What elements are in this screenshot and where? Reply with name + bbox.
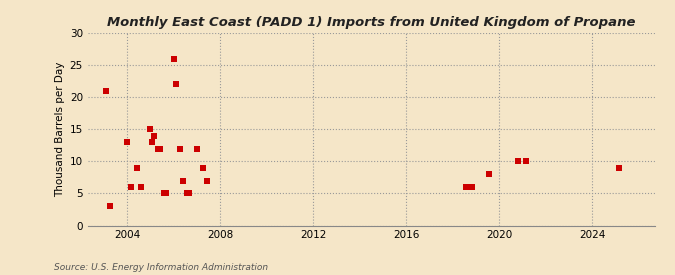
Y-axis label: Thousand Barrels per Day: Thousand Barrels per Day — [55, 62, 65, 197]
Point — [153, 146, 163, 151]
Point — [155, 146, 165, 151]
Point — [105, 204, 115, 208]
Point — [168, 56, 179, 61]
Point — [201, 178, 212, 183]
Point — [464, 185, 475, 189]
Title: Monthly East Coast (PADD 1) Imports from United Kingdom of Propane: Monthly East Coast (PADD 1) Imports from… — [107, 16, 635, 29]
Point — [122, 140, 133, 144]
Point — [126, 185, 136, 189]
Point — [466, 185, 477, 189]
Point — [170, 82, 181, 87]
Point — [192, 146, 202, 151]
Point — [460, 185, 471, 189]
Point — [178, 178, 189, 183]
Point — [161, 191, 171, 196]
Point — [484, 172, 495, 176]
Point — [101, 89, 111, 93]
Point — [132, 166, 142, 170]
Point — [159, 191, 169, 196]
Point — [197, 166, 208, 170]
Point — [182, 191, 192, 196]
Point — [174, 146, 185, 151]
Point — [145, 127, 156, 131]
Point — [184, 191, 194, 196]
Point — [149, 133, 160, 138]
Point — [614, 166, 624, 170]
Text: Source: U.S. Energy Information Administration: Source: U.S. Energy Information Administ… — [54, 263, 268, 272]
Point — [135, 185, 146, 189]
Point — [521, 159, 532, 164]
Point — [513, 159, 524, 164]
Point — [147, 140, 158, 144]
